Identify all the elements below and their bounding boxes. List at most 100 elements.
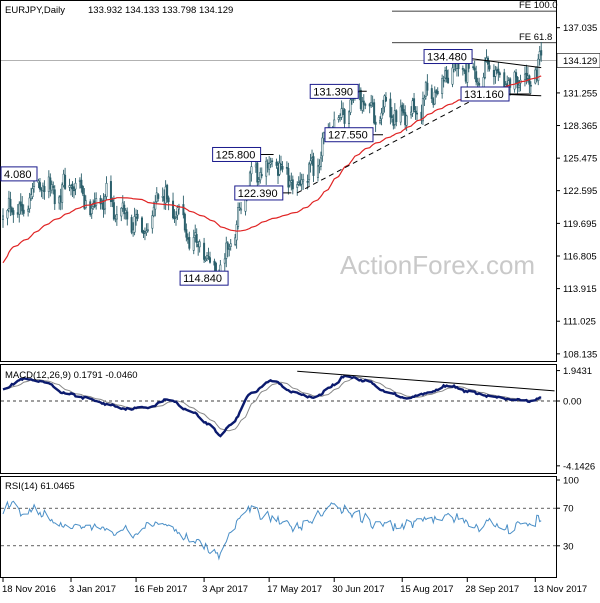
candle-body <box>445 70 448 80</box>
candle-body <box>309 160 312 165</box>
candle-body <box>347 111 350 125</box>
candle-body <box>115 214 118 220</box>
macd-line <box>2 374 542 438</box>
candle-body <box>518 84 521 89</box>
price-symbol: EURJPY,Daily <box>5 5 65 16</box>
candle-body <box>198 241 201 248</box>
candle-body <box>31 188 34 197</box>
candle-body <box>112 202 115 220</box>
level-box-label: 131.160 <box>464 89 504 101</box>
level-box <box>212 146 262 162</box>
candle-body <box>461 68 464 70</box>
candle-body <box>475 71 478 83</box>
candle-body <box>291 179 294 190</box>
candle-body <box>498 72 501 76</box>
candle-body <box>389 98 392 118</box>
candle-body <box>194 232 197 236</box>
candle-body <box>349 99 352 113</box>
candle-body <box>268 163 271 170</box>
candle-body <box>174 216 177 219</box>
candle-body <box>133 216 136 233</box>
candle-body <box>413 98 416 111</box>
candle-body <box>111 199 114 202</box>
candle-body <box>145 230 148 233</box>
candle-body <box>188 237 191 249</box>
macd-ytick-label: 0.00 <box>563 397 582 408</box>
candle-body <box>288 180 291 186</box>
candle-body <box>380 112 383 120</box>
price-ytick-label: 128.365 <box>563 121 597 132</box>
level-box-label: 127.550 <box>328 130 368 142</box>
x-tick-label: 18 Nov 2016 <box>2 584 56 595</box>
candle-body <box>90 208 93 214</box>
candle-body <box>195 234 198 243</box>
candle-body <box>426 82 429 91</box>
candle-body <box>84 200 87 209</box>
candle-body <box>436 90 439 95</box>
price-panel-frame <box>0 0 557 362</box>
x-tick-label: 28 Sep 2017 <box>465 584 519 595</box>
candle-body <box>167 197 170 203</box>
candle-body <box>478 83 481 86</box>
candle-body <box>226 242 229 250</box>
candle-body <box>136 213 139 219</box>
candle-body <box>1 215 4 220</box>
candle-body <box>182 204 185 216</box>
candle-body <box>275 161 278 166</box>
candle-body <box>6 210 9 219</box>
candle-body <box>321 137 324 157</box>
macd-ytick-label: 1.9431 <box>563 366 592 377</box>
level-box-label: 4.080 <box>4 169 32 181</box>
candle-body <box>61 184 64 203</box>
candle-body <box>494 69 497 77</box>
candle-body <box>312 156 315 176</box>
candle-body <box>257 179 260 182</box>
candle-body <box>38 182 41 190</box>
candle-body <box>285 167 288 169</box>
candle-body <box>228 247 231 250</box>
candle-body <box>509 78 512 88</box>
candle-body <box>384 97 387 102</box>
candle-body <box>390 115 393 119</box>
candle-body <box>28 197 31 209</box>
candle-body <box>281 166 284 170</box>
candle-body <box>342 107 345 111</box>
candle-body <box>223 258 226 264</box>
candle-body <box>18 203 21 215</box>
candle-body <box>154 201 157 210</box>
candle-body <box>374 121 377 125</box>
candle-body <box>482 77 485 88</box>
candle-body <box>515 72 518 78</box>
candle-body <box>152 206 155 217</box>
rsi-panel-frame <box>0 476 557 578</box>
price-layer: 137.035 134.129 131.255 128.365 125.475 122.5… <box>0 0 600 360</box>
level-box-label: 134.480 <box>427 52 467 64</box>
candle-body <box>278 162 281 175</box>
candle-body <box>237 206 240 227</box>
candle-body <box>402 109 405 114</box>
candle-body <box>476 81 479 84</box>
candle-body <box>72 189 75 192</box>
candle-body <box>416 112 419 115</box>
candle-body <box>442 79 445 82</box>
candle-body <box>225 242 228 259</box>
candle-body <box>451 67 454 85</box>
candle-body <box>12 210 15 215</box>
x-tick-label: 15 Aug 2017 <box>400 584 453 595</box>
macd-signal-line <box>2 376 542 432</box>
candle-body <box>250 166 253 175</box>
candle-body <box>279 163 282 166</box>
fib-label: FE 100.0 <box>519 0 558 11</box>
rsi-title: RSI(14) 61.0465 <box>5 481 75 492</box>
level-box <box>460 86 510 102</box>
candle-body <box>157 194 160 199</box>
rsi-ytick-label: 100 <box>563 476 579 487</box>
last-price-box <box>556 53 600 68</box>
candle-body <box>33 180 36 187</box>
macd-panel-frame <box>0 364 557 474</box>
candle-body <box>74 182 77 190</box>
candle-body <box>430 88 433 99</box>
level-box <box>324 127 374 143</box>
price-ytick-label: 122.595 <box>563 186 597 197</box>
